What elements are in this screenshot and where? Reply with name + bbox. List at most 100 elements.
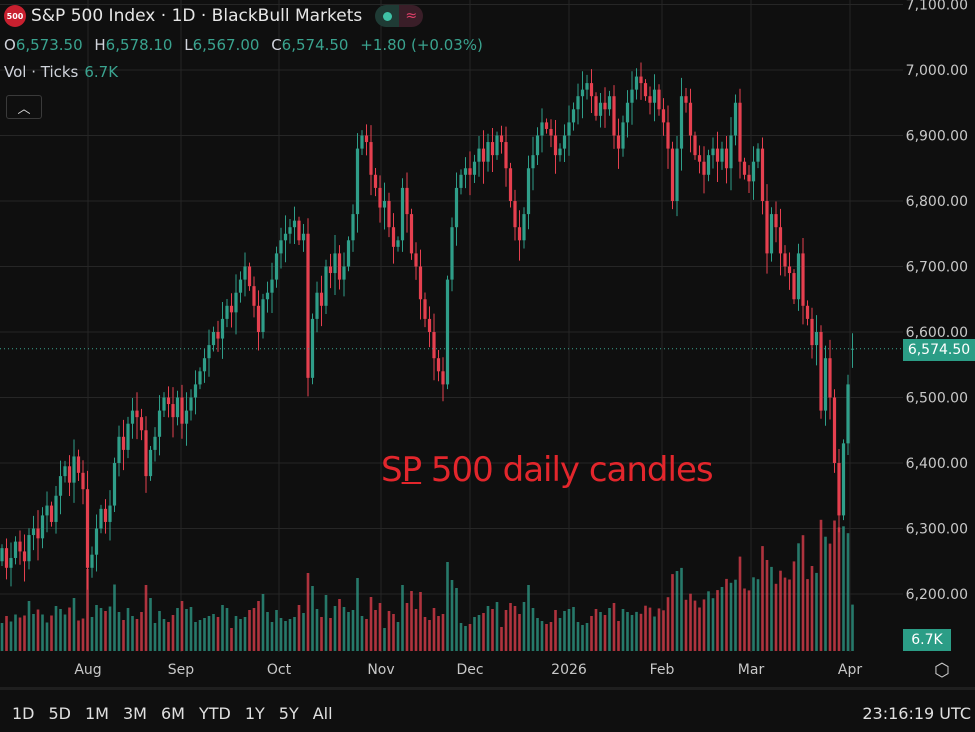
volume-bar [648, 607, 652, 651]
volume-bar [63, 614, 67, 651]
volume-bar [95, 605, 98, 651]
volume-bar [176, 608, 179, 651]
candle-body [814, 332, 819, 346]
candle-body [828, 358, 832, 398]
volume-bar [788, 579, 791, 651]
clock[interactable]: 23:16:19 UTC [862, 704, 971, 723]
status-pill[interactable]: ≈ [375, 5, 424, 27]
range-ytd[interactable]: YTD [198, 704, 231, 723]
time-tick-label: Mar [738, 662, 765, 678]
last-volume-label: 6.7K [903, 629, 951, 651]
candle-body [562, 135, 567, 149]
candle-body [783, 253, 787, 267]
time-tick-label: Sep [168, 662, 195, 678]
volume-bar [27, 601, 31, 651]
time-axis[interactable]: Aug Sep Oct Nov Dec 2026 Feb Mar Apr [74, 662, 862, 678]
volume-bar [599, 612, 602, 651]
range-6m[interactable]: 6M [160, 704, 185, 723]
volume-bar [279, 618, 283, 651]
time-tick-label: Aug [74, 662, 101, 678]
volume-bar [207, 616, 211, 651]
volume-bar [716, 590, 719, 651]
range-all[interactable]: All [312, 704, 333, 723]
candle-body [441, 371, 445, 385]
range-3m[interactable]: 3M [122, 704, 147, 723]
candle-body [126, 423, 130, 450]
volume-bar [639, 613, 643, 651]
candle-body [117, 436, 121, 463]
candle-body [841, 443, 846, 516]
price-tick-label: 6,600.00 [906, 325, 968, 341]
range-1m[interactable]: 1M [85, 704, 109, 723]
volume-bar [45, 622, 49, 651]
range-1d[interactable]: 1D [12, 704, 35, 723]
volume-bar [482, 613, 485, 651]
candle-body [328, 266, 333, 274]
candle-body [544, 122, 549, 129]
symbol-title[interactable]: S&P 500 Index · 1D · BlackBull Markets [31, 6, 363, 26]
volume-bar [185, 609, 188, 651]
candle-body [369, 142, 373, 175]
collapse-legend-button[interactable]: ︿ [6, 95, 42, 119]
volume-bar [77, 620, 80, 651]
candle-body [189, 397, 193, 411]
candle-body [225, 305, 229, 319]
candle-body [121, 436, 126, 450]
range-5d[interactable]: 5D [48, 704, 72, 723]
volume-bar [32, 614, 35, 651]
volume-bar [162, 619, 166, 651]
range-1y[interactable]: 1Y [244, 704, 265, 723]
volume-bar [500, 627, 503, 651]
candle-body [729, 135, 733, 169]
volume-bar [153, 623, 157, 651]
volume-bar [441, 614, 445, 651]
candle-body [99, 508, 103, 529]
volume-bar [108, 606, 112, 651]
volume-bar [351, 610, 355, 651]
candle-body [706, 155, 711, 175]
candle-body [517, 227, 522, 241]
volume-bar [405, 603, 409, 651]
volume-legend[interactable]: Vol · Ticks 6.7K [4, 63, 118, 81]
volume-bar [738, 556, 742, 651]
volume-bar [828, 543, 832, 651]
high-value: 6,578.10 [105, 36, 173, 54]
candle-body [81, 472, 85, 490]
candle-body [283, 233, 288, 241]
price-tick-label: 6,500.00 [906, 391, 968, 407]
price-axis[interactable]: 7,100.00 7,000.00 6,900.00 6,800.00 6,700.00… [906, 0, 968, 603]
candle-body [234, 292, 238, 313]
volume-bar [567, 609, 571, 651]
candle-body [252, 286, 256, 306]
candle-body [702, 161, 706, 175]
candle-body [54, 495, 58, 522]
candle-body [31, 528, 36, 536]
candle-body [0, 548, 4, 562]
candle-body [450, 227, 454, 280]
volume-bar [545, 624, 548, 651]
settings-gear-icon[interactable]: ⬡ [934, 660, 950, 681]
candle-body [558, 148, 562, 156]
volume-bar [383, 628, 386, 651]
volume-bar [122, 620, 125, 651]
volume-bar [414, 609, 418, 651]
symbol-header[interactable]: 500 S&P 500 Index · 1D · BlackBull Marke… [4, 5, 424, 27]
volume-bar [171, 615, 175, 651]
candle-body [18, 541, 22, 552]
volume-bar [801, 535, 805, 651]
volume-bar [59, 609, 62, 651]
candle-body [576, 96, 580, 110]
range-5y[interactable]: 5Y [278, 704, 299, 723]
candle-body [711, 148, 715, 156]
candle-body [207, 345, 211, 359]
volume-bar [531, 608, 535, 651]
candle-body [526, 168, 531, 215]
volume-bar [419, 592, 422, 651]
candlestick-chart[interactable]: 7,100.00 7,000.00 6,900.00 6,800.00 6,700.00… [0, 0, 975, 690]
candle-body [45, 505, 49, 516]
candle-body [625, 102, 630, 123]
volume-bar [644, 605, 647, 651]
volume-bar [320, 617, 323, 651]
volume-bar [333, 606, 337, 651]
candle-body [337, 253, 342, 280]
